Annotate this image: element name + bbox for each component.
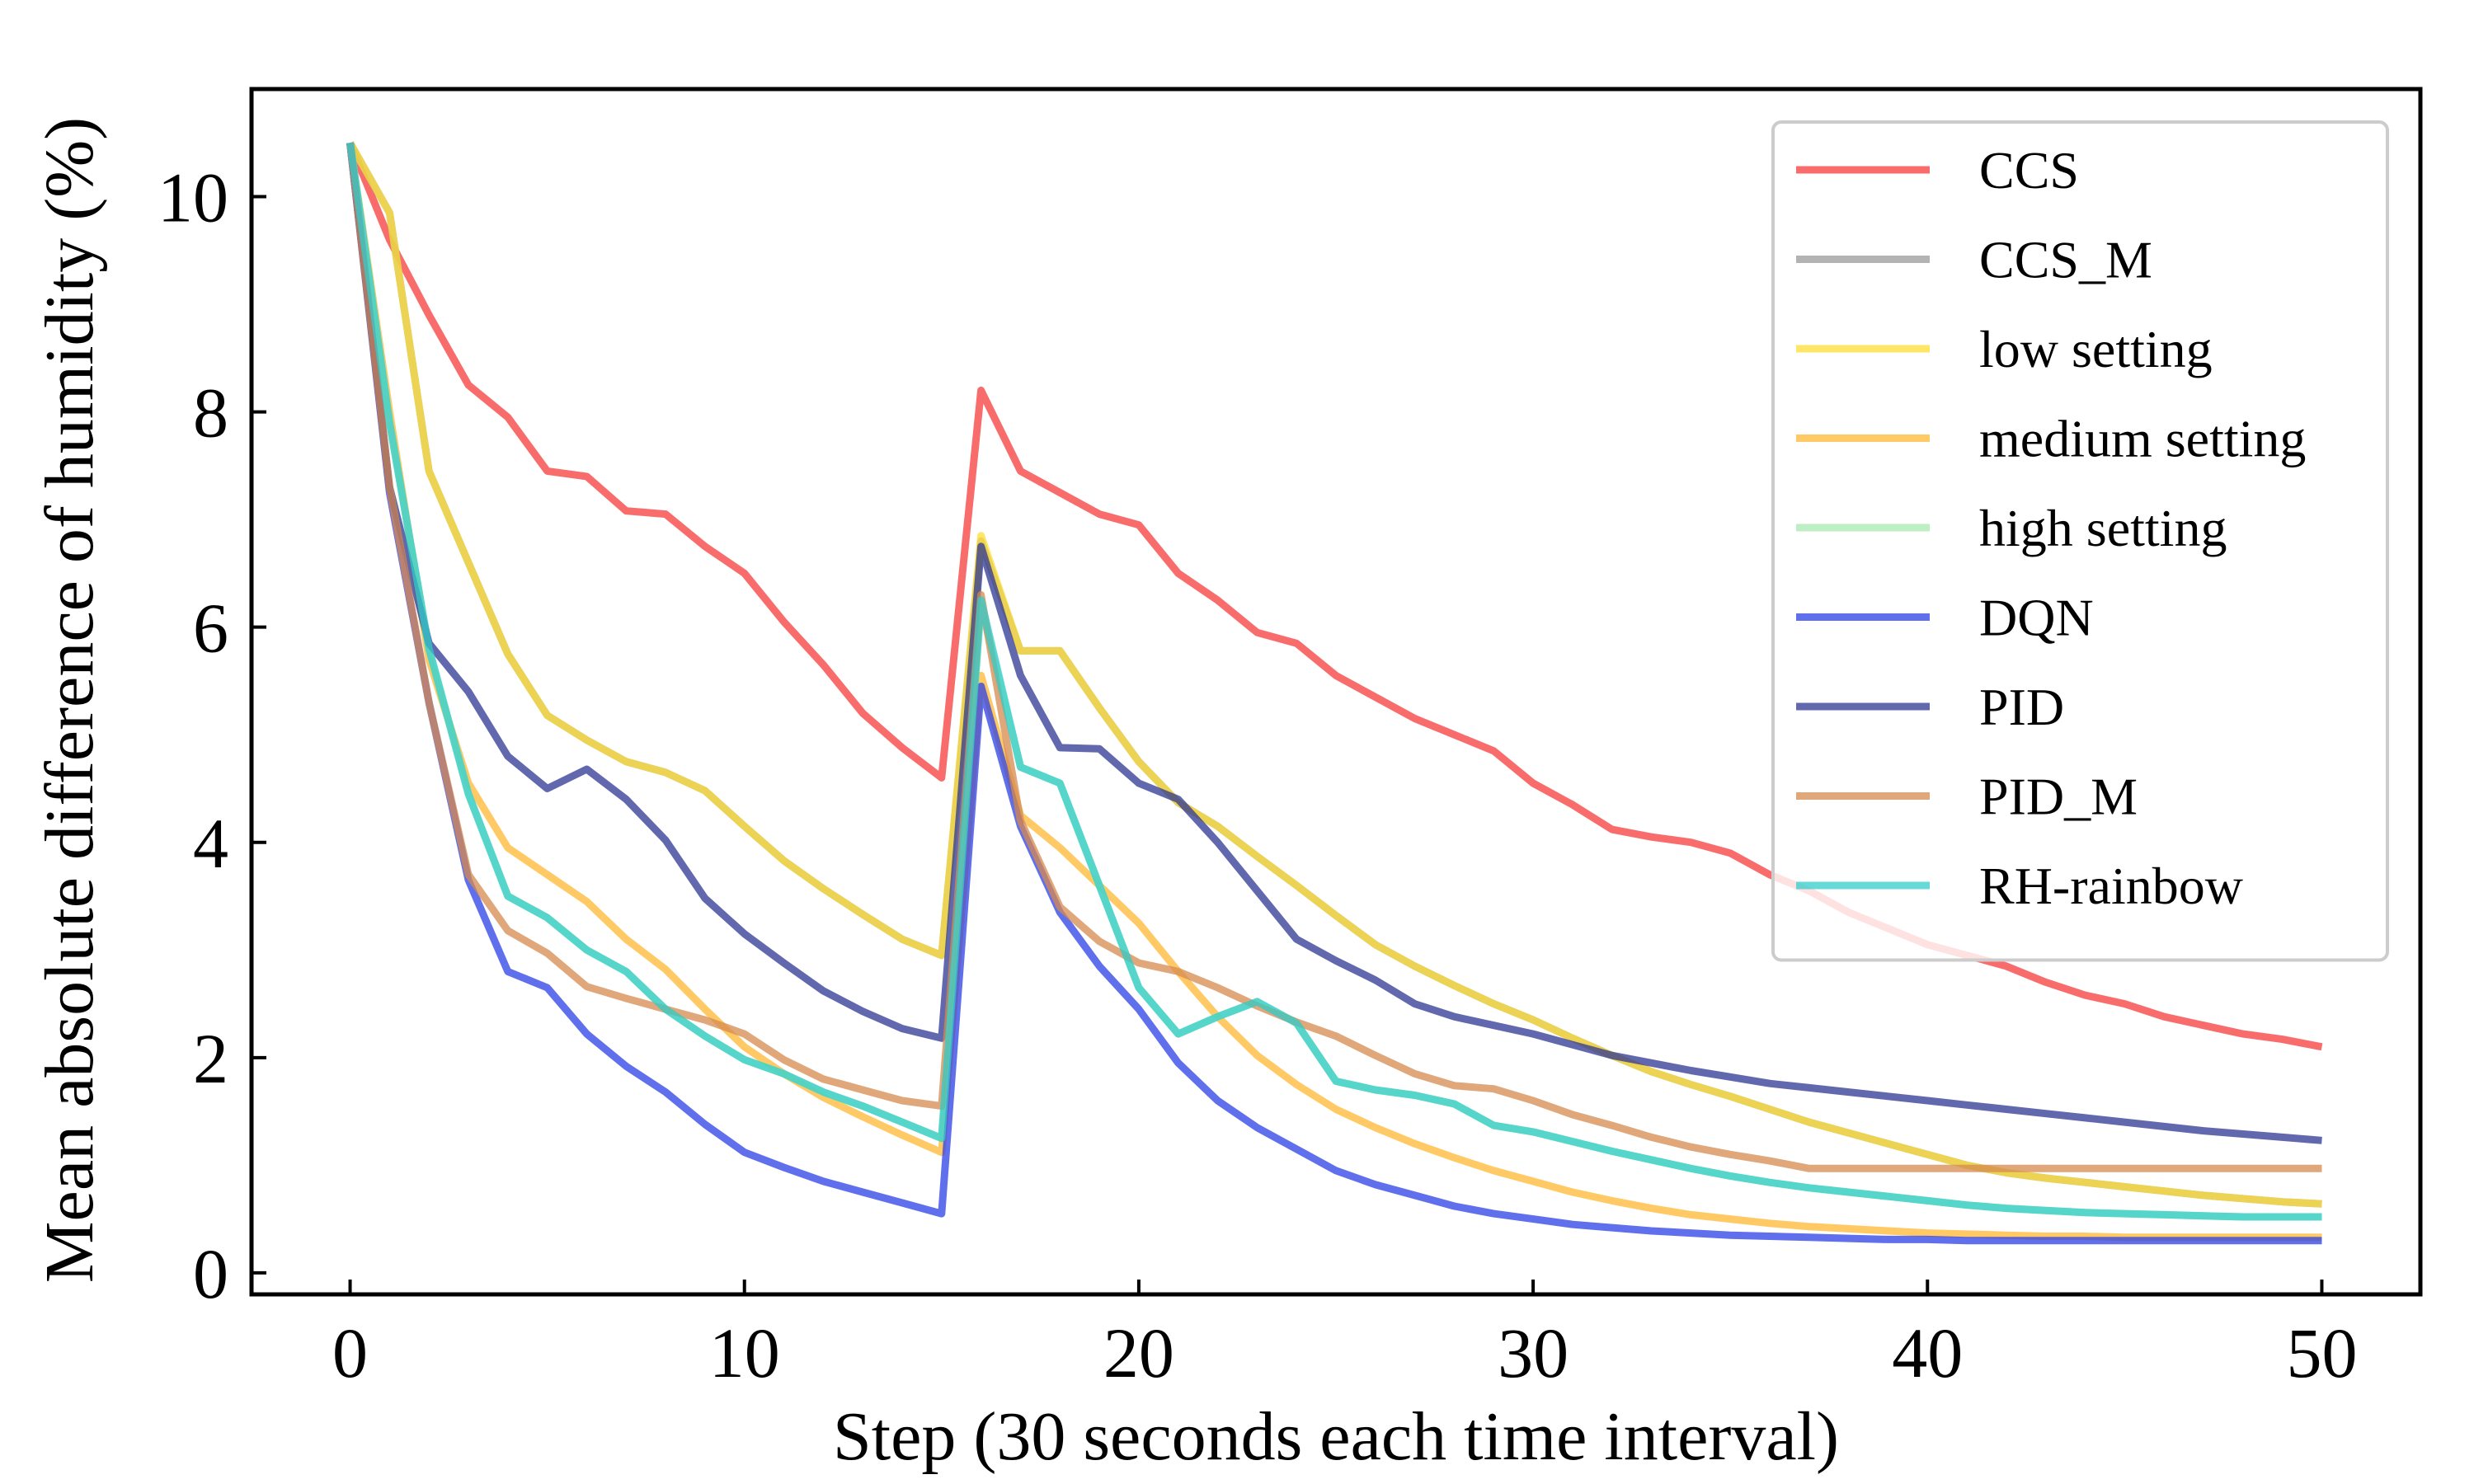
plot-area-frame [249,87,2423,1297]
series-layer [346,141,2323,1245]
x-tick-label: 0 [332,1313,368,1392]
y-tick-label: 8 [193,373,228,453]
legend-label-0: CCS [1979,141,2079,200]
y-tick-label: 6 [193,589,228,668]
x-axis-title: Step (30 seconds each time interval) [833,1398,1839,1475]
series-line-8 [346,142,2322,1221]
y-tick-label: 4 [193,804,228,883]
legend-label-3: medium setting [1979,410,2306,468]
series-line-5 [346,142,2322,1245]
series-line-6 [346,142,2322,1144]
legend-label-7: PID_M [1979,768,2138,826]
legend-label-1: CCS_M [1979,231,2152,289]
legend-label-6: PID [1979,678,2064,736]
series-line-7 [346,142,2322,1172]
x-tick-label: 50 [2286,1313,2357,1392]
y-tick-label: 2 [193,1019,228,1098]
x-tick-label: 40 [1892,1313,1963,1392]
x-tick-label: 20 [1103,1313,1174,1392]
series-line-0 [346,141,2323,1051]
legend-label-2: low setting [1979,320,2213,378]
series-line-3 [346,142,2322,1242]
legend-label-5: DQN [1979,589,2094,647]
axis-ticks: 0 10 20 30 40 50 0 2 4 6 8 10 [158,158,2357,1392]
x-tick-label: 30 [1498,1313,1569,1392]
x-tick-label: 10 [709,1313,780,1392]
legend-label-8: RH-rainbow [1979,857,2243,915]
y-tick-label: 10 [158,158,228,237]
legend-label-4: high setting [1979,499,2227,557]
y-axis-title: Mean absolute difference of humidity (%) [31,117,108,1283]
y-tick-label: 0 [193,1234,228,1313]
legend-box [1771,120,2389,962]
